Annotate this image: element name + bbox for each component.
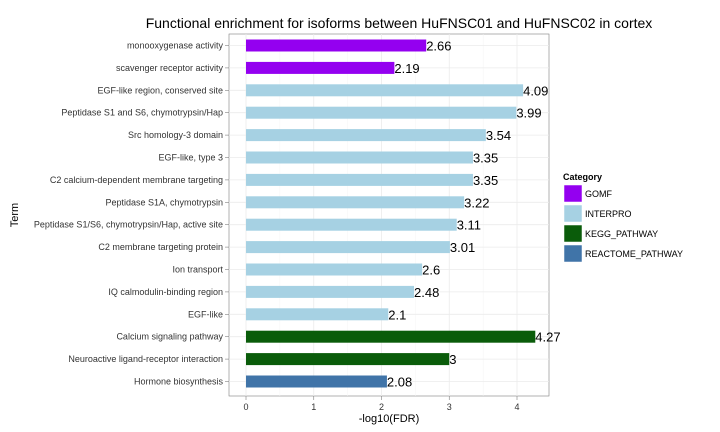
y-tick-label: Peptidase S1 and S6, chymotrypsin/Hap — [61, 108, 223, 118]
bar-layer — [246, 39, 536, 388]
bar-value-label: 2.1 — [388, 307, 406, 322]
bar-value-label: 3.99 — [516, 106, 541, 121]
bar-value-label: 3.35 — [473, 173, 498, 188]
x-tick-layer: 0 1 2 3 4 — [243, 396, 520, 412]
bar — [246, 173, 473, 186]
bar-value-label: 2.6 — [422, 263, 440, 278]
y-tick-label: scavenger receptor activity — [116, 63, 224, 73]
bar — [246, 218, 457, 231]
bar — [246, 375, 387, 388]
x-tick-label: 2 — [379, 402, 384, 412]
bar-value-label: 2.08 — [387, 375, 412, 390]
bar-value-label: 3 — [449, 352, 456, 367]
bar-value-label: 3.35 — [473, 151, 498, 166]
bar-value-label: 3.22 — [464, 195, 489, 210]
legend-swatch — [563, 224, 583, 243]
legend-swatch — [563, 244, 583, 263]
y-tick-label: Src homology-3 domain — [128, 130, 223, 140]
bar — [246, 330, 536, 343]
legend-title: Category — [563, 172, 602, 182]
bar-value-label: 3.11 — [457, 218, 481, 233]
y-tick-label: IQ calmodulin-binding region — [108, 287, 223, 297]
y-tick-label: Peptidase S1A, chymotrypsin — [105, 197, 223, 207]
bar — [246, 39, 427, 52]
bar — [246, 151, 473, 164]
y-tick-label: C2 membrane targeting protein — [98, 242, 223, 252]
legend-swatch — [563, 204, 583, 223]
bar — [246, 106, 517, 119]
legend-swatch — [563, 184, 583, 203]
x-tick-label: 0 — [243, 402, 248, 412]
x-axis-title: -log10(FDR) — [359, 413, 420, 425]
y-tick-label: Peptidase S1/S6, chymotrypsin/Hap, activ… — [34, 220, 223, 230]
x-tick-label: 4 — [514, 402, 519, 412]
x-tick-label: 1 — [311, 402, 316, 412]
y-tick-layer: monooxygenase activity scavenger receptor… — [34, 41, 229, 387]
legend: Category GOMF INTERPRO KEGG_PATHWAY REACTOM… — [563, 172, 683, 263]
bar — [246, 61, 395, 74]
bar — [246, 241, 450, 254]
bar — [246, 353, 450, 366]
y-tick-label: EGF-like — [188, 309, 223, 319]
bar-value-label: 4.09 — [523, 83, 548, 98]
bar — [246, 84, 524, 97]
bar-value-label: 3.01 — [450, 240, 475, 255]
bar — [246, 285, 415, 298]
y-tick-label: EGF-like region, conserved site — [97, 85, 223, 95]
y-tick-label: Neuroactive ligand-receptor interaction — [68, 354, 223, 364]
legend-label: INTERPRO — [585, 209, 632, 219]
y-axis-title: Term — [9, 203, 21, 227]
y-tick-label: monooxygenase activity — [127, 41, 224, 51]
bar — [246, 129, 486, 142]
x-tick-label: 3 — [447, 402, 452, 412]
chart-title: Functional enrichment for isoforms betwe… — [146, 15, 653, 31]
y-tick-label: Calcium signaling pathway — [116, 332, 223, 342]
y-tick-label: Hormone biosynthesis — [134, 377, 224, 387]
y-tick-label: EGF-like, type 3 — [158, 153, 223, 163]
bar — [246, 263, 423, 276]
bar-value-label: 2.66 — [426, 39, 451, 54]
bar — [246, 196, 465, 209]
legend-label: GOMF — [585, 189, 612, 199]
bar-value-label: 3.54 — [486, 128, 511, 143]
legend-label: REACTOME_PATHWAY — [585, 249, 683, 259]
label-layer: 2.66 2.19 4.09 3.99 3.54 3.35 3.35 3.22 3.11 3.01… — [387, 39, 561, 390]
bar-value-label: 4.27 — [535, 330, 560, 345]
bar — [246, 308, 389, 321]
legend-label: KEGG_PATHWAY — [585, 229, 658, 239]
y-tick-label: C2 calcium-dependent membrane targeting — [50, 175, 223, 185]
bar-value-label: 2.48 — [414, 285, 439, 300]
y-tick-label: Ion transport — [172, 265, 223, 275]
bar-value-label: 2.19 — [394, 61, 419, 76]
